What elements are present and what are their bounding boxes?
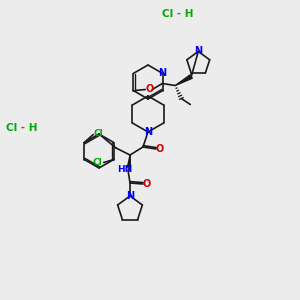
Polygon shape [128,155,130,167]
Text: Cl - H: Cl - H [6,123,38,133]
Text: O: O [143,179,151,189]
Text: Cl - H: Cl - H [162,9,194,19]
Text: N: N [158,68,166,79]
Text: O: O [156,144,164,154]
Text: N: N [194,46,202,56]
Polygon shape [175,75,192,86]
Text: Cl: Cl [93,129,103,138]
Text: O: O [145,85,153,94]
Text: HN: HN [117,166,133,175]
Text: N: N [126,191,134,201]
Text: N: N [144,127,152,137]
Text: Cl: Cl [93,158,103,167]
